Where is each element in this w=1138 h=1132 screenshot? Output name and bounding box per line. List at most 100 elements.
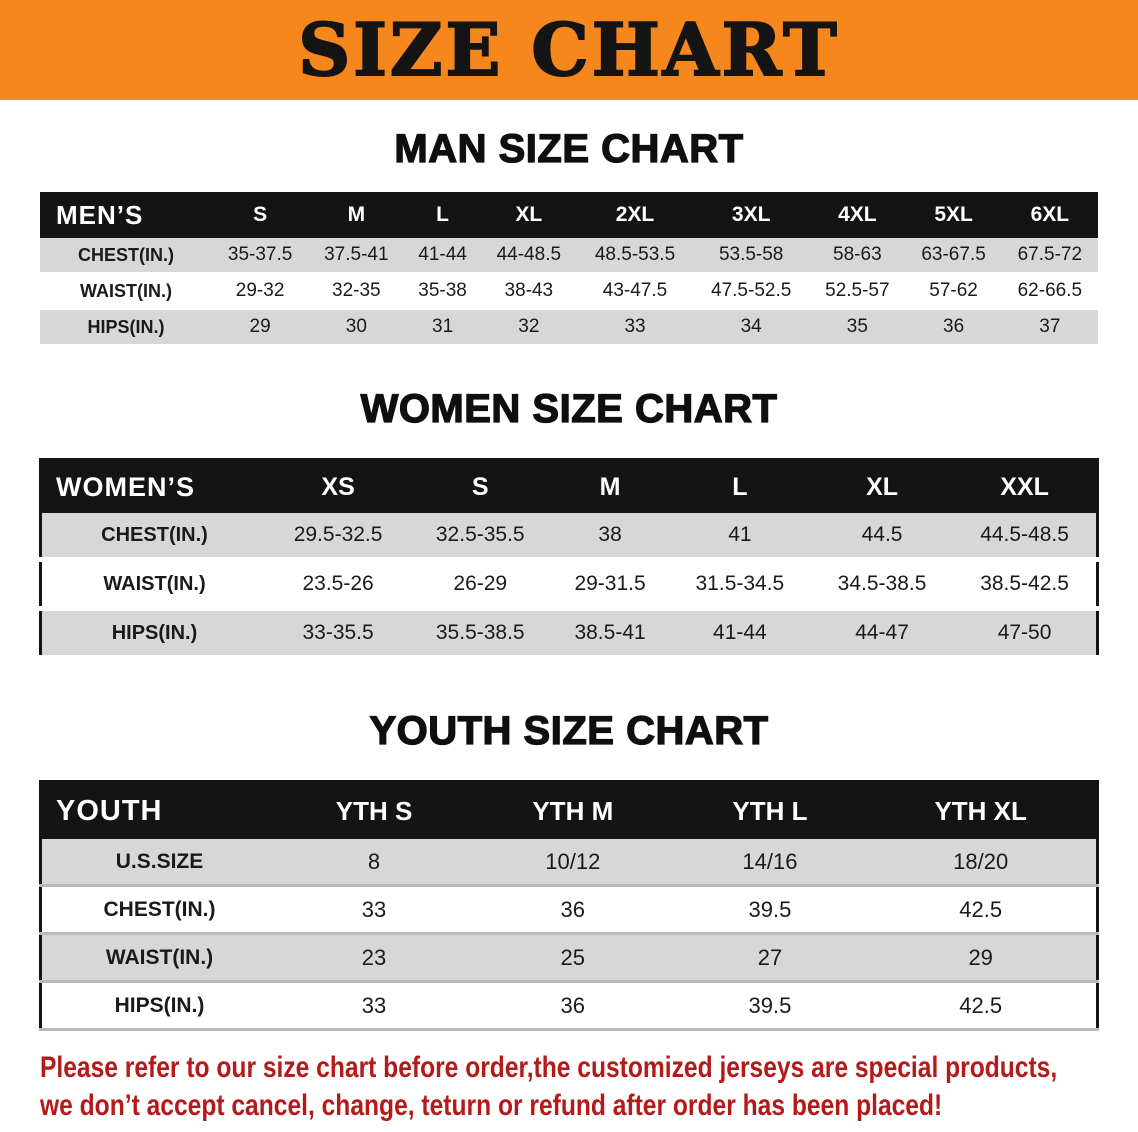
size-header-cell: 2XL	[576, 192, 694, 238]
value-cell: 39.5	[674, 981, 866, 1031]
section-men: MAN SIZE CHART MEN’S S M L XL 2XL 3XL 4XL 5XL 6XL…	[0, 126, 1138, 346]
value-cell: 29.5-32.5	[267, 513, 410, 562]
table-row: HIPS(IN.) 33-35.5 35.5-38.5 38.5-41 41-44 44-…	[40, 608, 1098, 660]
table-title-cell: YOUTH	[40, 781, 277, 839]
table-header-row: WOMEN’S XS S M L XL XXL	[40, 459, 1098, 513]
page-title: SIZE CHART	[297, 7, 840, 92]
footer-line-2: we don’t accept cancel, change, teturn o…	[40, 1089, 943, 1123]
table-header: YOUTH YTH S YTH M YTH L YTH XL	[40, 781, 1098, 839]
value-cell: 35.5-38.5	[409, 608, 552, 660]
value-cell: 32.5-35.5	[409, 513, 552, 562]
table-body: CHEST(IN.) 29.5-32.5 32.5-35.5 38 41 44.5 44.5…	[40, 513, 1098, 660]
youth-size-table: YOUTH YTH S YTH M YTH L YTH XL U.S.SIZE 8 10/12…	[39, 780, 1099, 1031]
value-cell: 44-48.5	[480, 238, 577, 274]
value-cell: 36	[471, 885, 675, 935]
value-cell: 29-32	[212, 273, 309, 310]
value-cell: 43-47.5	[576, 273, 694, 310]
footer-line-1: Please refer to our size chart before or…	[40, 1051, 1058, 1084]
value-cell: 52.5-57	[809, 273, 906, 310]
value-cell: 33-35.5	[267, 608, 410, 660]
banner: SIZE CHART	[0, 0, 1138, 100]
value-cell: 34.5-38.5	[810, 559, 954, 611]
value-cell: 47.5-52.5	[693, 273, 810, 310]
size-header-cell: XS	[267, 459, 410, 513]
table-row: HIPS(IN.) 29 30 31 32 33 34 35 36 37	[40, 309, 1098, 346]
value-cell: 41-44	[668, 608, 811, 660]
table-title-cell: MEN’S	[40, 192, 212, 238]
value-cell: 33	[277, 981, 472, 1031]
size-header-cell: 4XL	[809, 192, 906, 238]
value-cell: 53.5-58	[693, 238, 810, 274]
table-header: WOMEN’S XS S M L XL XXL	[40, 459, 1098, 513]
value-cell: 26-29	[409, 559, 552, 611]
value-cell: 38-43	[480, 273, 577, 310]
table-row: WAIST(IN.) 23 25 27 29	[40, 933, 1098, 983]
footer-notice: Please refer to our size chart before or…	[40, 1049, 1138, 1125]
value-cell: 30	[308, 309, 405, 346]
value-cell: 33	[277, 885, 472, 935]
row-label-cell: WAIST(IN.)	[40, 273, 212, 310]
value-cell: 25	[471, 933, 675, 983]
row-label-cell: HIPS(IN.)	[40, 981, 277, 1031]
size-header-cell: M	[308, 192, 405, 238]
value-cell: 23	[277, 933, 472, 983]
value-cell: 38	[551, 513, 669, 562]
value-cell: 36	[471, 981, 675, 1031]
size-header-cell: XL	[810, 459, 954, 513]
value-cell: 18/20	[865, 839, 1098, 887]
value-cell: 63-67.5	[905, 238, 1002, 274]
value-cell: 35-38	[404, 273, 481, 310]
table-row: CHEST(IN.) 33 36 39.5 42.5	[40, 885, 1098, 935]
row-label-cell: WAIST(IN.)	[40, 933, 277, 983]
row-label-cell: U.S.SIZE	[40, 839, 277, 887]
value-cell: 58-63	[809, 238, 906, 274]
table-header-row: MEN’S S M L XL 2XL 3XL 4XL 5XL 6XL	[40, 192, 1098, 238]
women-section-heading: WOMEN SIZE CHART	[360, 386, 778, 431]
value-cell: 37.5-41	[308, 238, 405, 274]
value-cell: 32	[480, 309, 577, 346]
row-label-cell: HIPS(IN.)	[40, 608, 267, 660]
value-cell: 29-31.5	[551, 559, 669, 611]
size-header-cell: 6XL	[1001, 192, 1098, 238]
table-body: U.S.SIZE 8 10/12 14/16 18/20 CHEST(IN.) 33 36 39…	[40, 839, 1098, 1031]
table-row: WAIST(IN.) 23.5-26 26-29 29-31.5 31.5-34.5 34…	[40, 559, 1098, 611]
value-cell: 36	[905, 309, 1002, 346]
value-cell: 35	[809, 309, 906, 346]
table-row: CHEST(IN.) 29.5-32.5 32.5-35.5 38 41 44.5 44.5…	[40, 513, 1098, 562]
value-cell: 33	[576, 309, 694, 346]
value-cell: 31	[404, 309, 481, 346]
table-body: CHEST(IN.) 35-37.5 37.5-41 41-44 44-48.5 48.5…	[40, 238, 1098, 346]
value-cell: 27	[674, 933, 866, 983]
value-cell: 62-66.5	[1001, 273, 1098, 310]
men-section-heading: MAN SIZE CHART	[394, 126, 744, 171]
table-row: U.S.SIZE 8 10/12 14/16 18/20	[40, 839, 1098, 887]
value-cell: 57-62	[905, 273, 1002, 310]
value-cell: 41-44	[404, 238, 481, 274]
row-label-cell: HIPS(IN.)	[40, 309, 212, 346]
row-label-cell: CHEST(IN.)	[40, 885, 277, 935]
value-cell: 39.5	[674, 885, 866, 935]
value-cell: 44-47	[810, 608, 954, 660]
value-cell: 23.5-26	[267, 559, 410, 611]
size-header-cell: 5XL	[905, 192, 1002, 238]
size-header-cell: M	[551, 459, 669, 513]
value-cell: 67.5-72	[1001, 238, 1098, 274]
value-cell: 44.5-48.5	[953, 513, 1098, 562]
value-cell: 35-37.5	[212, 238, 309, 274]
value-cell: 29	[212, 309, 309, 346]
women-size-table: WOMEN’S XS S M L XL XXL CHEST(IN.) 29.5-32.5 32.5…	[39, 458, 1099, 660]
men-size-table: MEN’S S M L XL 2XL 3XL 4XL 5XL 6XL CHEST(IN.) 35-37…	[40, 192, 1098, 346]
size-header-cell: L	[404, 192, 481, 238]
size-header-cell: S	[212, 192, 309, 238]
value-cell: 10/12	[471, 839, 675, 887]
table-title-cell: WOMEN’S	[40, 459, 267, 513]
table-header-row: YOUTH YTH S YTH M YTH L YTH XL	[40, 781, 1098, 839]
row-label-cell: CHEST(IN.)	[40, 238, 212, 274]
size-header-cell: YTH M	[471, 781, 675, 839]
size-header-cell: S	[409, 459, 552, 513]
value-cell: 14/16	[674, 839, 866, 887]
size-header-cell: 3XL	[693, 192, 810, 238]
row-label-cell: CHEST(IN.)	[40, 513, 267, 562]
value-cell: 42.5	[865, 885, 1098, 935]
